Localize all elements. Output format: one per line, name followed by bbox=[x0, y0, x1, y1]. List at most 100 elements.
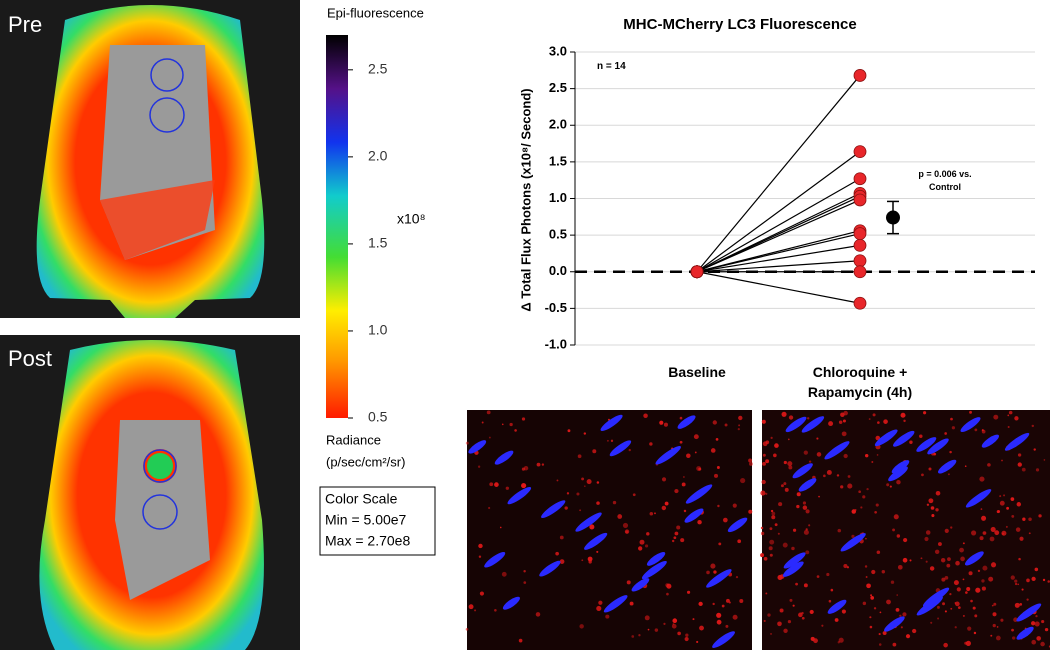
red-puncta bbox=[488, 506, 491, 510]
red-puncta bbox=[768, 546, 773, 551]
red-puncta bbox=[1021, 588, 1024, 591]
red-puncta bbox=[717, 504, 720, 508]
red-puncta bbox=[846, 566, 850, 569]
colorbar-tick-label: 1.5 bbox=[368, 235, 388, 251]
red-puncta bbox=[494, 609, 497, 612]
red-puncta bbox=[716, 466, 720, 469]
red-puncta bbox=[1028, 532, 1031, 535]
red-puncta bbox=[624, 529, 630, 534]
red-puncta bbox=[950, 607, 953, 610]
red-puncta bbox=[965, 640, 971, 646]
red-puncta bbox=[1018, 557, 1021, 561]
red-puncta bbox=[523, 570, 526, 573]
roi-circle bbox=[142, 494, 178, 530]
nucleus bbox=[468, 440, 487, 454]
y-tick-label: 0.5 bbox=[549, 227, 567, 242]
subject-line bbox=[696, 271, 861, 304]
red-puncta bbox=[721, 604, 725, 608]
red-puncta bbox=[1017, 453, 1022, 457]
colorbar bbox=[326, 35, 348, 418]
red-puncta bbox=[803, 450, 808, 455]
red-puncta bbox=[610, 439, 614, 443]
red-puncta bbox=[974, 428, 978, 432]
red-puncta bbox=[774, 523, 778, 527]
red-puncta bbox=[589, 524, 595, 530]
red-puncta bbox=[788, 415, 794, 420]
red-puncta bbox=[541, 463, 545, 466]
red-puncta bbox=[761, 419, 766, 424]
red-puncta bbox=[869, 625, 873, 629]
red-puncta bbox=[592, 449, 597, 454]
nucleus bbox=[783, 552, 806, 569]
red-puncta bbox=[930, 621, 933, 624]
red-puncta bbox=[659, 420, 664, 425]
subject-point bbox=[853, 254, 867, 268]
red-puncta bbox=[680, 538, 685, 543]
subject-point bbox=[853, 227, 867, 241]
red-puncta bbox=[677, 631, 681, 636]
red-puncta bbox=[787, 619, 792, 624]
nucleus bbox=[801, 416, 825, 433]
red-puncta bbox=[784, 487, 789, 492]
red-puncta bbox=[674, 488, 679, 494]
red-puncta bbox=[981, 515, 987, 521]
nucleus bbox=[782, 561, 804, 577]
red-puncta bbox=[843, 453, 848, 459]
x-tick-label: Chloroquine + Rapamycin (4h) bbox=[807, 364, 913, 400]
nucleus bbox=[706, 569, 732, 588]
red-puncta bbox=[781, 411, 787, 417]
red-puncta bbox=[779, 608, 784, 613]
red-puncta bbox=[809, 609, 814, 615]
red-puncta bbox=[926, 503, 930, 506]
red-puncta bbox=[740, 477, 746, 484]
red-puncta bbox=[841, 431, 847, 437]
red-puncta bbox=[1017, 583, 1020, 586]
red-puncta bbox=[847, 483, 853, 489]
red-puncta bbox=[559, 559, 565, 564]
red-puncta bbox=[836, 474, 840, 477]
red-puncta bbox=[481, 421, 484, 424]
red-puncta bbox=[951, 426, 956, 430]
roi-circle bbox=[143, 449, 177, 483]
red-puncta bbox=[959, 547, 964, 553]
red-puncta bbox=[909, 559, 912, 562]
nucleus bbox=[964, 551, 984, 566]
red-puncta bbox=[1031, 576, 1036, 581]
red-puncta bbox=[771, 511, 776, 516]
red-puncta bbox=[860, 506, 863, 509]
y-tick-label: -1.0 bbox=[545, 336, 567, 351]
red-puncta bbox=[806, 417, 810, 420]
red-puncta bbox=[892, 528, 896, 532]
post-label: Post bbox=[8, 346, 52, 371]
red-puncta bbox=[1012, 636, 1016, 640]
red-puncta bbox=[962, 578, 965, 581]
red-puncta bbox=[1010, 497, 1015, 501]
colorbar-tick-label: 0.5 bbox=[368, 409, 388, 425]
nucleus bbox=[892, 430, 915, 447]
nucleus bbox=[874, 429, 898, 447]
red-puncta bbox=[1043, 459, 1046, 461]
red-puncta bbox=[862, 601, 867, 606]
red-puncta bbox=[596, 501, 600, 505]
red-puncta bbox=[997, 510, 1001, 513]
red-puncta bbox=[989, 536, 995, 542]
red-puncta bbox=[683, 476, 685, 478]
red-puncta bbox=[577, 454, 582, 459]
red-puncta bbox=[521, 482, 527, 489]
red-puncta bbox=[803, 583, 808, 588]
red-puncta bbox=[847, 475, 851, 478]
red-puncta bbox=[761, 479, 766, 485]
subject-point bbox=[853, 69, 867, 82]
red-puncta bbox=[892, 642, 897, 647]
red-puncta bbox=[576, 492, 580, 496]
red-puncta bbox=[777, 574, 783, 581]
red-puncta bbox=[965, 591, 968, 594]
red-puncta bbox=[936, 605, 940, 609]
red-puncta bbox=[612, 500, 617, 505]
red-puncta bbox=[895, 608, 900, 612]
red-puncta bbox=[924, 536, 929, 542]
red-puncta bbox=[878, 632, 881, 636]
red-puncta bbox=[686, 453, 691, 459]
red-puncta bbox=[941, 577, 946, 582]
red-puncta bbox=[967, 626, 972, 631]
